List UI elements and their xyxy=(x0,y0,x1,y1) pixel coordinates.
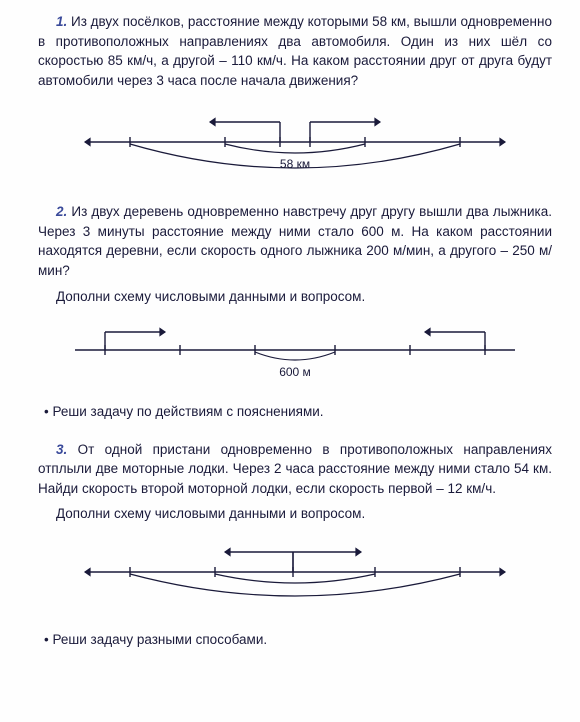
diagram-3 xyxy=(38,538,552,614)
problem-2-body: Из двух деревень одновременно навстречу … xyxy=(38,204,552,278)
problem-3-body: От одной пристани одновременно в противо… xyxy=(38,442,552,496)
problem-2-instruction: Дополни схему числовыми данными и вопрос… xyxy=(56,287,552,307)
problem-3-number: 3. xyxy=(56,442,67,457)
diagram-2: 600 м xyxy=(38,320,552,386)
diagram-1: 58 км xyxy=(38,104,552,184)
svg-text:58 км: 58 км xyxy=(280,157,310,171)
problem-2-text: 2. Из двух деревень одновременно навстре… xyxy=(38,202,552,280)
problem-3-bullet: • Реши задачу разными способами. xyxy=(44,630,552,650)
problem-1: 1. Из двух посёлков, расстояние между ко… xyxy=(38,12,552,184)
problem-3-text: 3. От одной пристани одновременно в прот… xyxy=(38,440,552,499)
svg-text:600 м: 600 м xyxy=(279,365,311,379)
problem-1-number: 1. xyxy=(56,14,67,29)
problem-3-instruction: Дополни схему числовыми данными и вопрос… xyxy=(56,504,552,524)
problem-2-number: 2. xyxy=(56,204,67,219)
problem-1-body: Из двух посёлков, расстояние между котор… xyxy=(38,14,552,88)
problem-2: 2. Из двух деревень одновременно навстре… xyxy=(38,202,552,421)
problem-2-bullet: • Реши задачу по действиям с пояснениями… xyxy=(44,402,552,422)
problem-1-text: 1. Из двух посёлков, расстояние между ко… xyxy=(38,12,552,90)
problem-3: 3. От одной пристани одновременно в прот… xyxy=(38,440,552,650)
